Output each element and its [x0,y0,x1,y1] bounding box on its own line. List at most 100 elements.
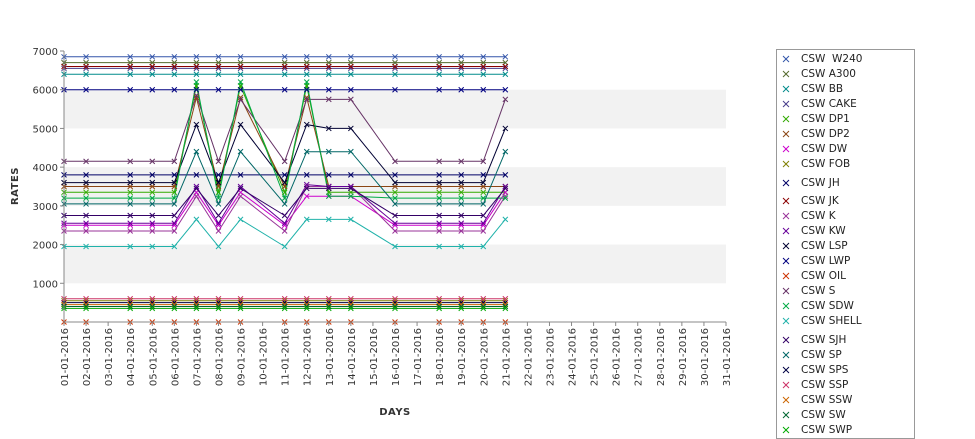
x-tick-label: 08-01-2016 [214,328,225,386]
data-point [502,295,509,302]
data-point [193,295,200,302]
data-point [215,65,222,72]
legend-item: CSW S [777,285,914,300]
data-point [237,79,244,85]
data-point [171,63,178,70]
data-point [392,172,398,178]
data-point [458,305,465,312]
legend-item: CSW BB [777,83,914,98]
data-point [348,193,354,200]
data-point [502,53,509,60]
data-point [480,212,487,219]
data-point [480,243,487,250]
x-tick-label: 01-01-2016 [60,328,71,386]
data-point [392,86,398,93]
data-point [127,172,134,178]
legend-marker-icon [782,145,790,153]
legend-label: CSW SDW [801,300,854,312]
data-point [348,148,354,155]
data-point [436,172,442,178]
data-point [458,195,465,201]
data-point [149,63,156,70]
data-point [458,228,465,234]
data-point [237,86,244,93]
legend-item: CSW A300 [777,68,914,83]
legend-label: CSW SW [801,409,846,421]
data-point [325,183,332,190]
x-tick-label: 14-01-2016 [347,328,358,386]
data-point [281,189,288,196]
data-point [149,220,156,227]
data-point [502,193,509,200]
data-point [127,303,134,310]
data-point [127,195,134,201]
data-point [281,212,288,219]
legend-item: CSW SHELL [777,315,914,330]
data-point [303,53,310,60]
data-point [436,295,442,302]
legend-label: CSW SSP [801,379,849,391]
data-point [127,243,134,250]
data-point [436,228,442,234]
data-point [348,183,354,190]
data-point [149,201,156,207]
data-point [281,63,288,70]
data-point [392,212,398,219]
data-point [215,53,222,60]
data-point [502,65,509,72]
data-point [436,212,442,219]
x-tick-label: 19-01-2016 [457,328,468,386]
data-point [303,172,310,178]
legend-marker-icon [782,55,790,63]
legend-marker-icon [782,317,790,325]
data-point [215,243,222,250]
y-tick-label: 7000 [33,47,58,58]
data-point [171,189,178,196]
data-point [480,222,487,229]
x-tick-label: 24-01-2016 [568,328,579,386]
data-point-markers [61,53,509,325]
x-tick-label: 29-01-2016 [678,328,689,386]
x-tick-label: 03-01-2016 [104,328,115,386]
x-tick-label: 04-01-2016 [126,328,137,386]
legend-item: CSW SJH [777,334,914,349]
data-point [458,295,465,302]
x-tick-label: 22-01-2016 [523,328,534,386]
x-tick-label: 18-01-2016 [435,328,446,386]
data-point [325,53,332,60]
x-tick-label: 11-01-2016 [281,328,292,386]
data-point [325,185,332,192]
data-point [458,222,465,229]
data-point [193,63,200,70]
data-point [171,65,178,72]
legend-marker-icon [782,411,790,419]
legend-marker-icon [782,302,790,310]
x-tick-label: 28-01-2016 [656,328,667,386]
data-point [303,121,310,128]
data-point [127,63,134,70]
data-point [480,201,487,207]
legend-marker-icon [782,257,790,265]
legend-label: CSW SP [801,349,842,361]
data-point [436,201,442,207]
x-tick-label: 06-01-2016 [170,328,181,386]
data-point [502,71,509,78]
x-tick-label: 10-01-2016 [259,328,270,386]
data-point [348,303,354,310]
legend-label: CSW FOB [801,158,851,170]
data-point [237,71,244,78]
data-point [193,172,200,178]
data-point [480,86,487,93]
data-point [127,86,134,93]
data-point [303,216,310,223]
data-point [325,193,332,200]
data-point [348,172,354,178]
data-point [127,201,134,207]
data-point [436,189,442,196]
y-tick-label: 2000 [33,241,58,252]
data-point [83,158,89,165]
legend-label: CSW S [801,285,836,297]
y-tick-label: 1000 [33,279,58,290]
data-point [149,189,156,196]
legend-item: CSW SPS [777,364,914,379]
